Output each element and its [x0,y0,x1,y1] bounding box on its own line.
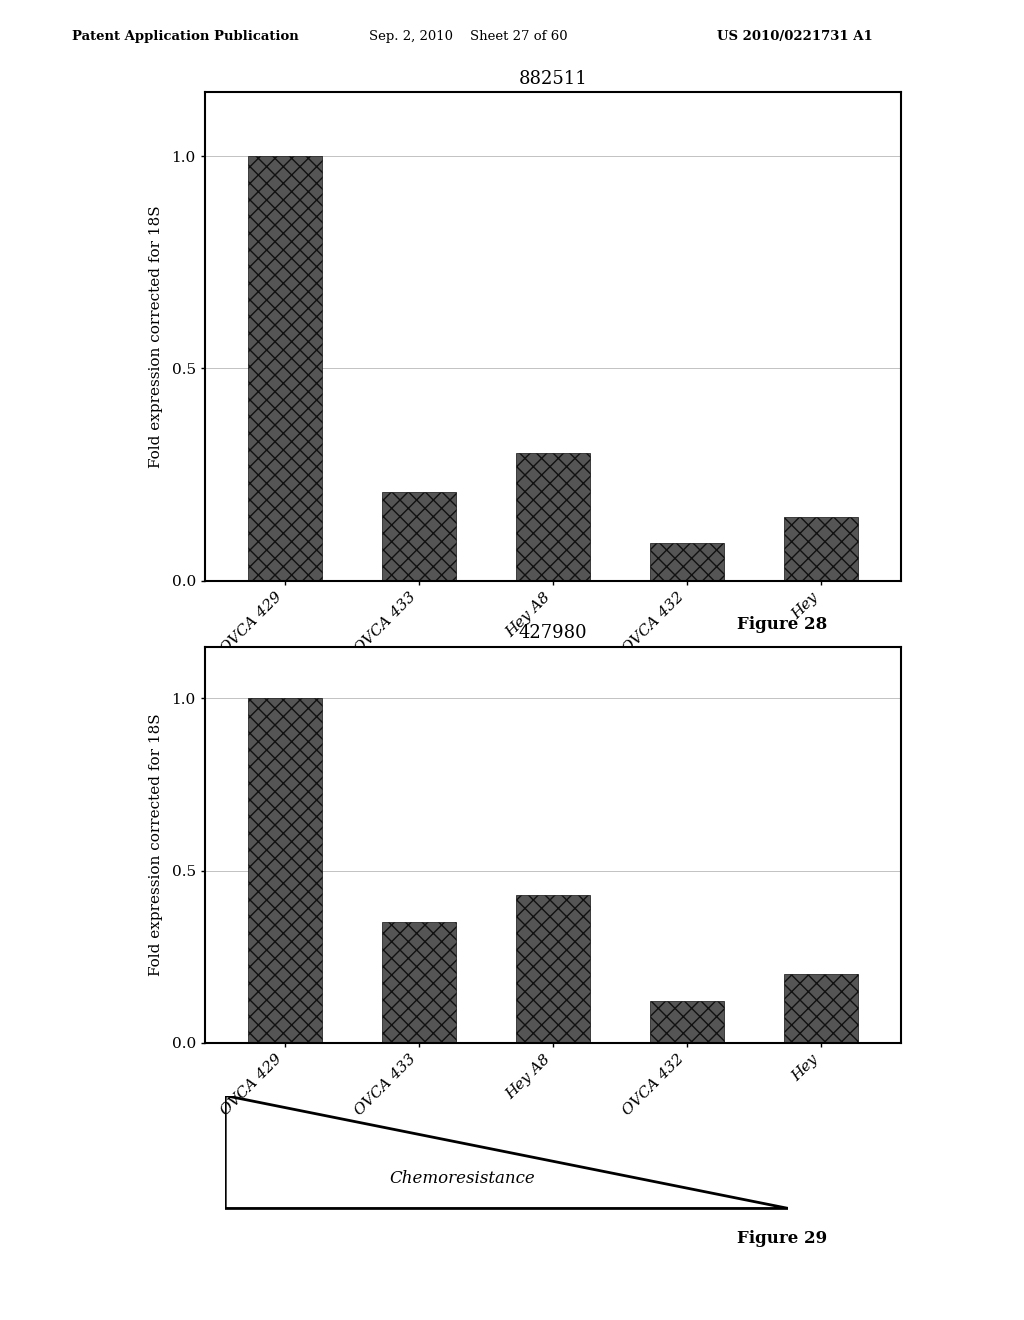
Title: 882511: 882511 [518,70,588,88]
Bar [650,543,724,581]
Bar [784,974,858,1043]
Text: Chemoresistance: Chemoresistance [389,1171,535,1187]
Bar [516,453,590,581]
Bar [382,923,456,1043]
Bar [382,491,456,581]
Bar [249,698,322,1043]
Bar [650,1002,724,1043]
Bar [516,895,590,1043]
Text: Figure 28: Figure 28 [737,616,827,634]
Text: US 2010/0221731 A1: US 2010/0221731 A1 [717,30,872,44]
Text: Patent Application Publication: Patent Application Publication [72,30,298,44]
Bar [249,156,322,581]
Y-axis label: Fold expression corrected for 18S: Fold expression corrected for 18S [150,714,163,975]
Bar [784,517,858,581]
Title: 427980: 427980 [518,624,588,643]
Y-axis label: Fold expression corrected for 18S: Fold expression corrected for 18S [150,206,163,467]
Text: Figure 29: Figure 29 [737,1230,827,1247]
Text: Sep. 2, 2010    Sheet 27 of 60: Sep. 2, 2010 Sheet 27 of 60 [369,30,567,44]
